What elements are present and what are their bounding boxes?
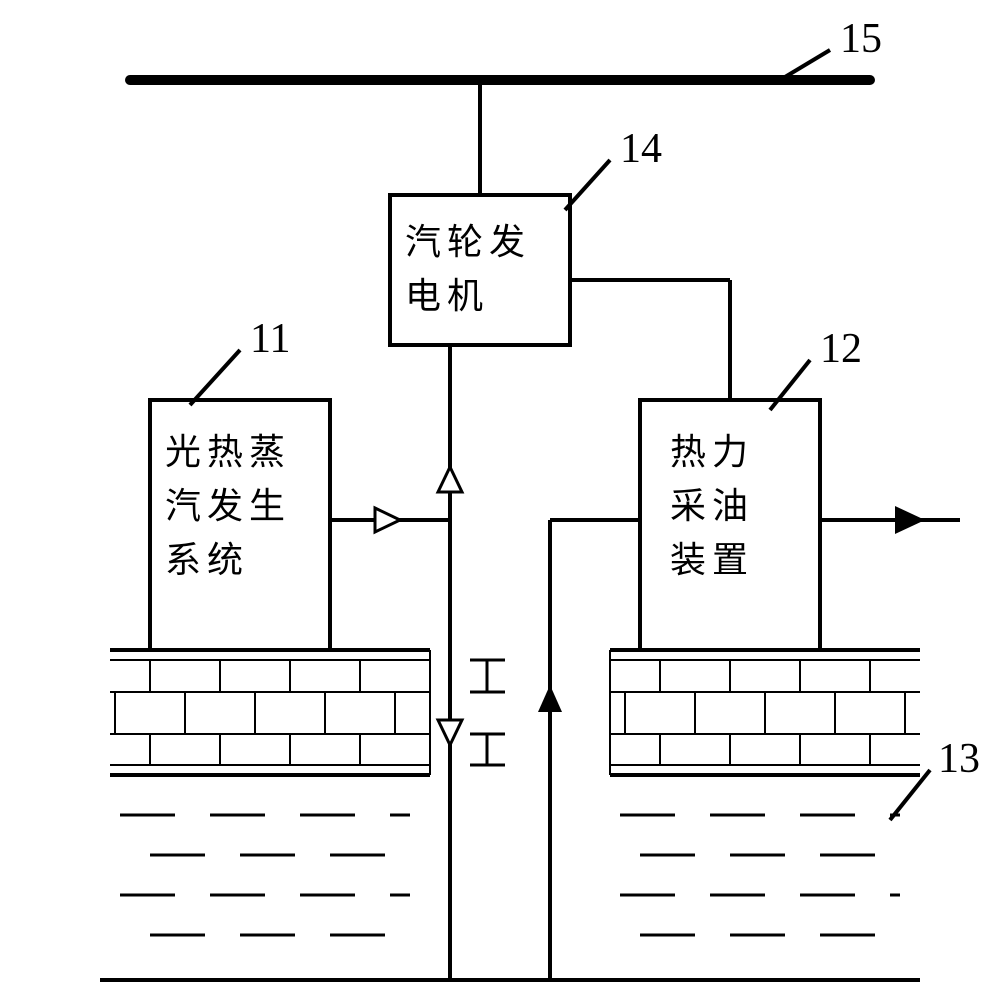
- arrow-filled-right: [895, 506, 925, 534]
- arrow-filled-up-sec: [538, 685, 562, 712]
- arrow-hollow-up-main: [438, 467, 462, 492]
- num-14: 14: [620, 125, 662, 173]
- num-11: 11: [250, 315, 290, 363]
- leader-11: [190, 350, 240, 405]
- left-label: 光热蒸汽发生系统: [165, 425, 325, 587]
- arrow-hollow-right-1: [375, 508, 400, 532]
- num-13: 13: [938, 735, 980, 783]
- brick-layer: [110, 650, 920, 775]
- arrow-hollow-down-main: [438, 720, 462, 745]
- leader-13: [890, 770, 930, 820]
- num-12: 12: [820, 325, 862, 373]
- diagram-svg: [0, 0, 997, 1000]
- diagram-root: 15 14 11 12 13 汽轮发电机 光热蒸汽发生系统 热力采油装置: [0, 0, 997, 1000]
- leader-14: [565, 160, 610, 210]
- right-label: 热力采油装置: [670, 425, 830, 587]
- num-15: 15: [840, 15, 882, 63]
- turbine-label: 汽轮发电机: [405, 215, 565, 323]
- reservoir-layer: [100, 815, 920, 980]
